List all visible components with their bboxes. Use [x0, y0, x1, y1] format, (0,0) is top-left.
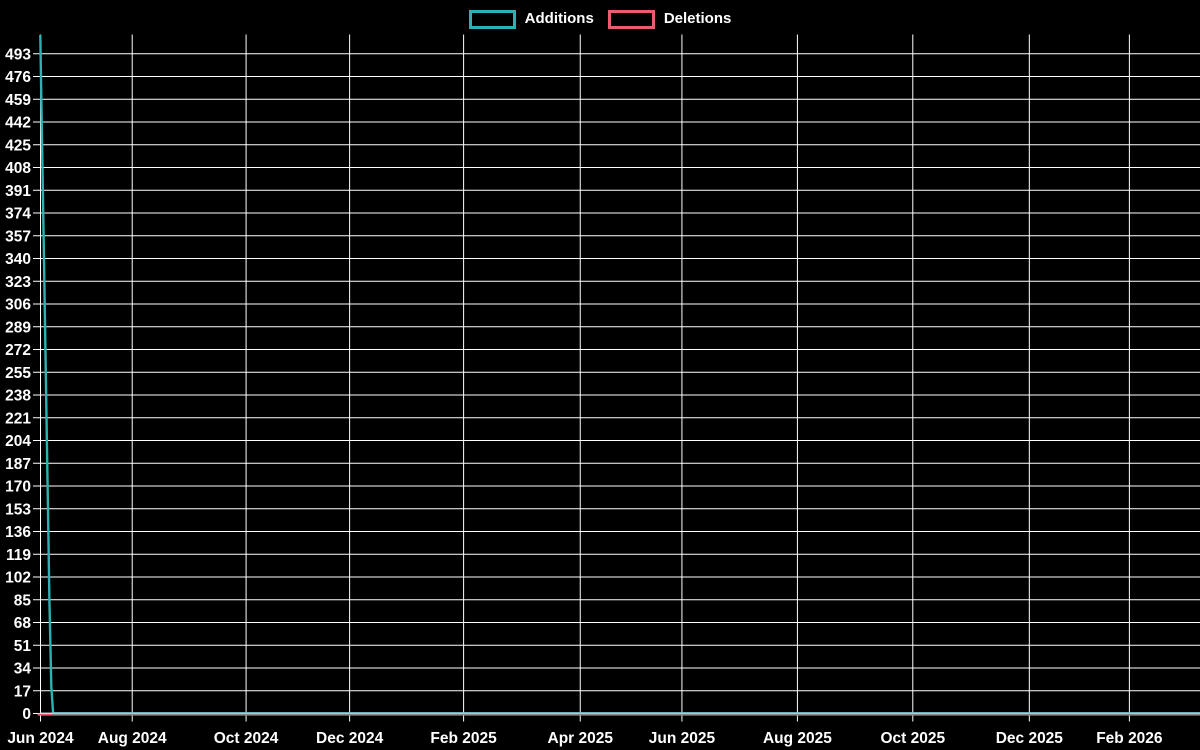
y-tick-label: 34 [14, 661, 32, 678]
legend-item-additions[interactable]: Additions [468, 9, 594, 29]
deletions-swatch-icon [607, 9, 655, 29]
legend-label-deletions: Deletions [663, 10, 732, 27]
chart-legend: Additions Deletions [0, 8, 1200, 30]
x-tick-label: Apr 2025 [548, 730, 614, 747]
y-tick-label: 476 [5, 69, 31, 86]
y-tick-label: 187 [5, 456, 31, 473]
y-tick-label: 408 [5, 160, 31, 177]
y-tick-label: 51 [14, 638, 32, 655]
y-tick-label: 272 [5, 342, 31, 359]
y-tick-label: 357 [5, 228, 31, 245]
x-tick-label: Dec 2025 [996, 730, 1064, 747]
y-tick-label: 374 [5, 206, 31, 223]
x-tick-label: Aug 2025 [763, 730, 832, 747]
y-tick-label: 425 [5, 137, 31, 154]
x-tick-label: Feb 2025 [430, 730, 497, 747]
y-tick-label: 289 [5, 319, 31, 336]
y-tick-label: 119 [6, 547, 31, 564]
y-tick-label: 255 [5, 365, 31, 382]
y-tick-label: 459 [5, 92, 31, 109]
y-tick-label: 442 [5, 115, 31, 132]
x-tick-label: Aug 2024 [98, 730, 167, 747]
y-tick-label: 102 [5, 570, 31, 587]
additions-swatch-icon [468, 9, 516, 29]
y-tick-label: 493 [5, 46, 31, 63]
additions-line [39, 34, 1200, 715]
x-tick-label: Feb 2026 [1096, 730, 1163, 747]
y-tick-label: 221 [5, 410, 31, 427]
x-tick-label: Oct 2025 [880, 730, 945, 747]
y-tick-label: 17 [14, 683, 31, 700]
y-tick-label: 340 [5, 251, 31, 268]
y-tick-label: 85 [14, 592, 32, 609]
y-tick-label: 306 [5, 297, 31, 314]
legend-item-deletions[interactable]: Deletions [607, 9, 732, 29]
y-tick-label: 136 [5, 524, 31, 541]
y-tick-label: 0 [22, 706, 31, 723]
y-tick-label: 238 [5, 388, 31, 405]
y-tick-label: 204 [5, 433, 31, 450]
y-tick-label: 68 [14, 615, 32, 632]
x-tick-label: Jun 2025 [649, 730, 716, 747]
x-tick-label: Jun 2024 [7, 730, 74, 747]
legend-label-additions: Additions [524, 10, 594, 27]
y-tick-label: 153 [5, 501, 31, 518]
x-tick-label: Oct 2024 [214, 730, 279, 747]
y-tick-label: 323 [5, 274, 31, 291]
y-tick-label: 170 [5, 479, 31, 496]
x-tick-label: Dec 2024 [316, 730, 384, 747]
y-tick-label: 391 [5, 183, 31, 200]
